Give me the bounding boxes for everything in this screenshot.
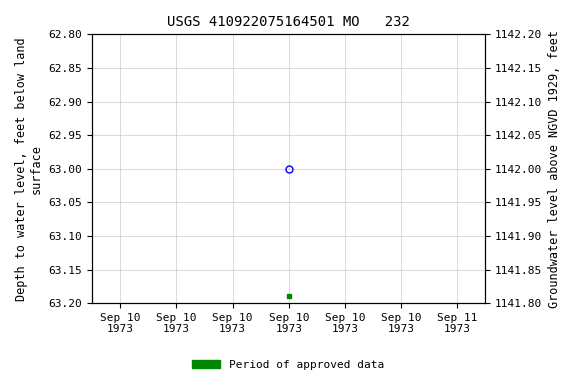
Y-axis label: Depth to water level, feet below land
surface: Depth to water level, feet below land su… [15, 37, 43, 301]
Title: USGS 410922075164501 MO   232: USGS 410922075164501 MO 232 [167, 15, 410, 29]
Legend: Period of approved data: Period of approved data [188, 356, 388, 375]
Y-axis label: Groundwater level above NGVD 1929, feet: Groundwater level above NGVD 1929, feet [548, 30, 561, 308]
